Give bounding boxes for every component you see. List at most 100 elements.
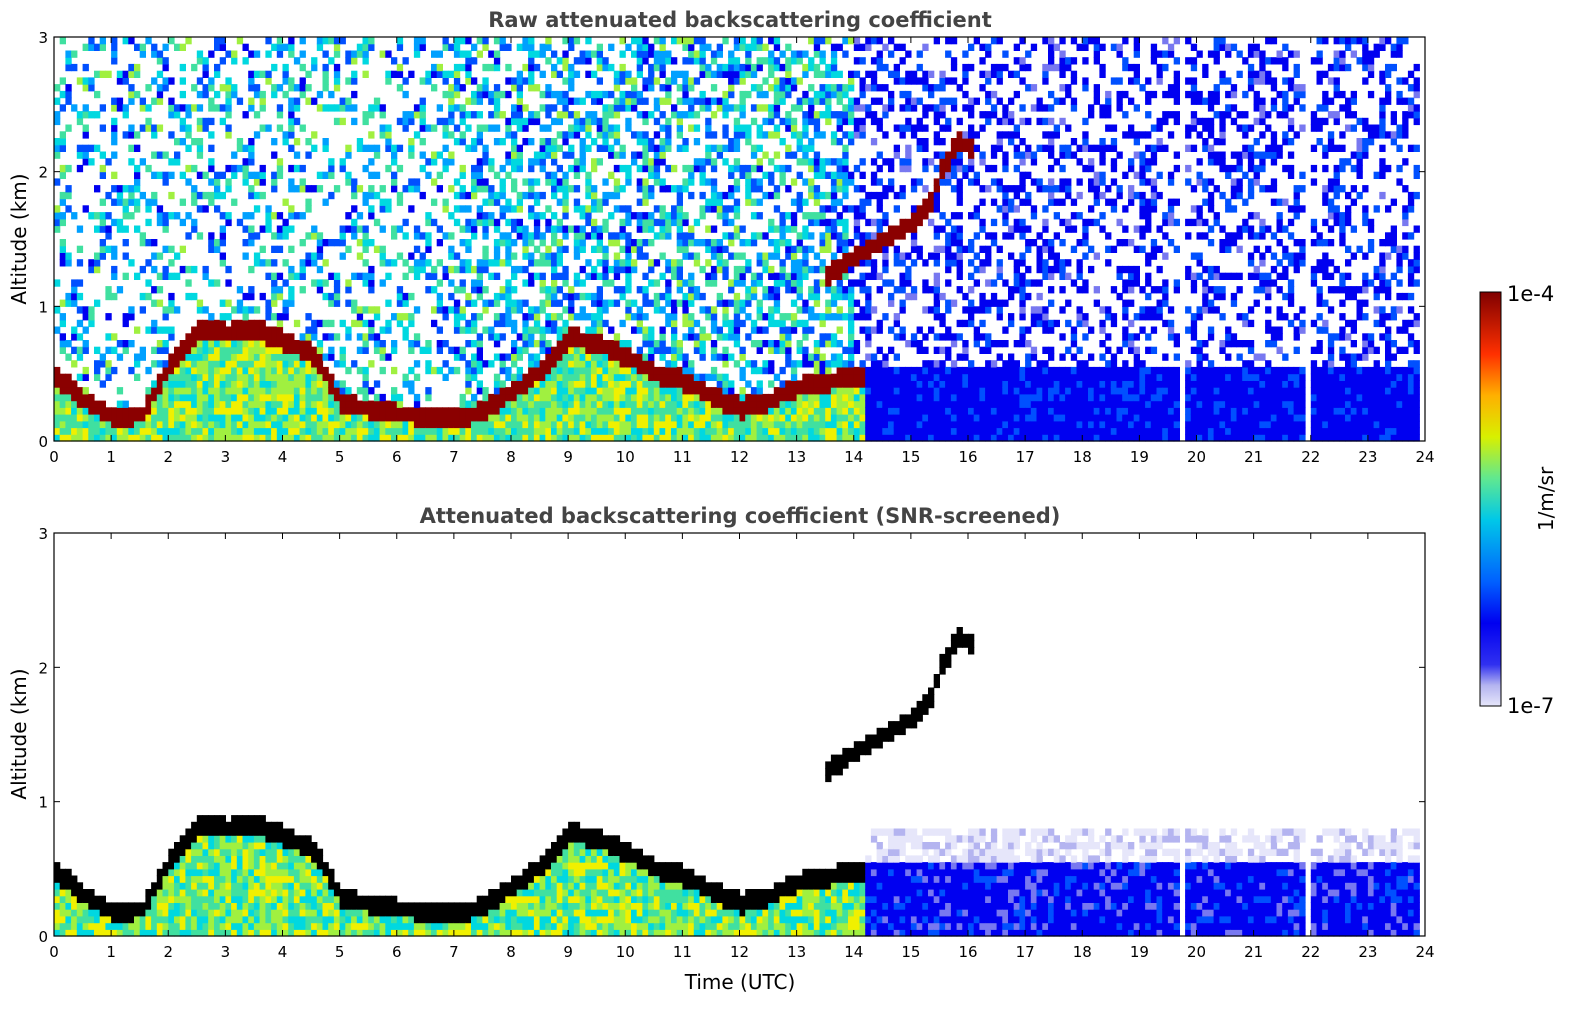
- heatmap-cell: [202, 265, 209, 274]
- heatmap-cell: [916, 380, 923, 388]
- heatmap-cell: [219, 117, 226, 126]
- heatmap-cell: [659, 84, 666, 92]
- heatmap-cell: [339, 400, 346, 408]
- heatmap-cell: [830, 265, 838, 274]
- heatmap-cell: [556, 434, 563, 442]
- heatmap-cell: [785, 387, 792, 395]
- heatmap-cell: [585, 326, 592, 334]
- heatmap-cell: [208, 346, 215, 354]
- heatmap-cell: [356, 138, 364, 146]
- heatmap-cell: [453, 427, 461, 435]
- heatmap-cell: [214, 380, 221, 388]
- heatmap-cell: [870, 232, 878, 240]
- heatmap-cell: [82, 144, 89, 152]
- heatmap-cell: [710, 70, 718, 78]
- heatmap-cell: [853, 43, 861, 51]
- heatmap-cell: [362, 279, 369, 287]
- heatmap-cell: [185, 111, 192, 119]
- heatmap-cell: [539, 407, 546, 415]
- heatmap-cell: [373, 218, 381, 227]
- heatmap-cell: [453, 178, 461, 186]
- heatmap-cell: [448, 366, 455, 375]
- heatmap-cell: [253, 427, 261, 435]
- heatmap-cell: [865, 43, 872, 51]
- heatmap-cell: [59, 387, 66, 395]
- heatmap-cell: [71, 393, 78, 402]
- heatmap-cell: [156, 50, 164, 58]
- heatmap-cell: [328, 333, 335, 341]
- heatmap-cell: [699, 212, 706, 220]
- heatmap-cell: [585, 353, 592, 361]
- heatmap-cell: [625, 340, 632, 348]
- heatmap-cell: [511, 178, 518, 186]
- heatmap-cell: [922, 414, 929, 422]
- heatmap-cell: [202, 171, 209, 179]
- heatmap-cell: [585, 292, 592, 301]
- heatmap-cell: [65, 191, 72, 200]
- heatmap-cell: [505, 124, 512, 132]
- heatmap-cell: [848, 84, 855, 92]
- heatmap-cell: [185, 265, 192, 274]
- heatmap-cell: [288, 400, 295, 408]
- heatmap-cell: [236, 218, 244, 227]
- heatmap-cell: [88, 393, 95, 402]
- heatmap-cell: [328, 400, 335, 408]
- heatmap-cell: [739, 70, 746, 78]
- heatmap-cell: [413, 50, 421, 58]
- heatmap-cell: [488, 393, 495, 402]
- heatmap-cell: [185, 292, 192, 301]
- heatmap-cell: [825, 420, 832, 429]
- heatmap-cell: [551, 434, 558, 442]
- heatmap-cell: [562, 63, 569, 72]
- heatmap-cell: [288, 131, 295, 139]
- heatmap-cell: [288, 434, 295, 442]
- heatmap-cell: [379, 198, 386, 206]
- heatmap-cell: [236, 380, 244, 388]
- heatmap-cell: [893, 286, 900, 294]
- heatmap-cell: [533, 212, 541, 220]
- heatmap-cell: [648, 360, 655, 368]
- heatmap-cell: [373, 434, 381, 442]
- heatmap-cell: [373, 427, 381, 435]
- heatmap-cell: [293, 164, 301, 173]
- heatmap-cell: [214, 178, 221, 186]
- heatmap-cell: [259, 366, 266, 375]
- heatmap-cell: [156, 70, 164, 78]
- heatmap-cell: [168, 407, 175, 415]
- heatmap-cell: [813, 151, 821, 159]
- heatmap-cell: [396, 144, 404, 152]
- heatmap-cell: [916, 77, 923, 85]
- heatmap-cell: [888, 299, 895, 307]
- heatmap-cell: [659, 373, 666, 381]
- heatmap-cell: [722, 319, 729, 328]
- heatmap-cell: [922, 198, 929, 206]
- heatmap-cell: [271, 346, 278, 354]
- heatmap-cell: [739, 420, 746, 429]
- heatmap-cell: [156, 373, 164, 381]
- heatmap-cell: [436, 306, 443, 314]
- heatmap-cell: [756, 366, 763, 375]
- heatmap-cell: [442, 420, 449, 429]
- heatmap-cell: [408, 366, 415, 375]
- heatmap-cell: [413, 407, 421, 415]
- heatmap-cell: [848, 319, 855, 328]
- heatmap-cell: [899, 158, 906, 166]
- heatmap-cell: [922, 84, 929, 92]
- heatmap-cell: [174, 407, 181, 415]
- heatmap-cell: [585, 259, 592, 267]
- heatmap-cell: [351, 57, 358, 65]
- heatmap-cell: [716, 420, 723, 429]
- heatmap-cell: [750, 84, 758, 92]
- heatmap-cell: [802, 50, 809, 58]
- heatmap-cell: [665, 117, 672, 126]
- heatmap-cell: [219, 252, 226, 260]
- heatmap-cell: [413, 265, 421, 274]
- heatmap-cell: [139, 292, 146, 301]
- heatmap-cell: [396, 393, 404, 402]
- heatmap-cell: [282, 218, 289, 227]
- heatmap-cell: [425, 218, 432, 227]
- heatmap-cell: [562, 205, 569, 213]
- heatmap-cell: [94, 259, 101, 267]
- heatmap-cell: [465, 218, 472, 227]
- heatmap-cell: [745, 420, 752, 429]
